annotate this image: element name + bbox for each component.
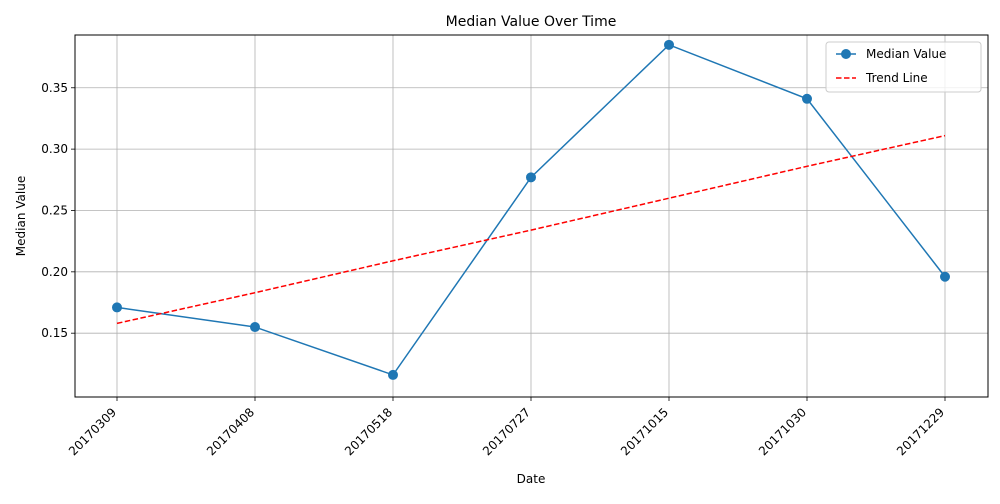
y-tick-label: 0.25 [41,203,68,217]
legend-label-median-value: Median Value [866,47,946,61]
series-layer [112,39,950,380]
data-point [526,172,536,183]
y-tick-label: 0.30 [41,142,68,156]
x-tick-label: 20171030 [756,405,809,458]
data-point [802,93,812,104]
data-point [664,39,674,50]
x-tick-label: 20171229 [894,405,947,458]
data-point [112,302,122,313]
chart-title: Median Value Over Time [446,14,617,30]
x-tick-label: 20170518 [342,405,395,458]
data-point [940,271,950,282]
y-axis-label: Median Value [14,176,28,256]
x-tick-label: 20171015 [618,405,671,458]
legend-frame [825,41,982,93]
y-tick-label: 0.20 [41,265,68,279]
legend: Median Value Trend Line [825,41,982,93]
y-axis-ticks: 0.15 0.20 0.25 0.30 0.35 [41,81,75,340]
series-line-trend-line [116,134,946,325]
data-point [250,322,260,333]
y-tick-label: 0.15 [41,326,68,340]
x-axis-label: Date [517,472,546,486]
x-tick-label: 20170727 [480,405,533,458]
legend-label-trend-line: Trend Line [865,71,928,85]
x-tick-label: 20170309 [66,405,119,458]
plot-area-frame [74,34,989,398]
data-point [388,369,398,380]
y-tick-label: 0.35 [41,81,68,95]
legend-marker-median-value [841,49,851,59]
x-axis-ticks: 20170309 20170408 20170518 20170727 20171015… [66,397,947,458]
x-tick-label: 20170408 [204,405,257,458]
